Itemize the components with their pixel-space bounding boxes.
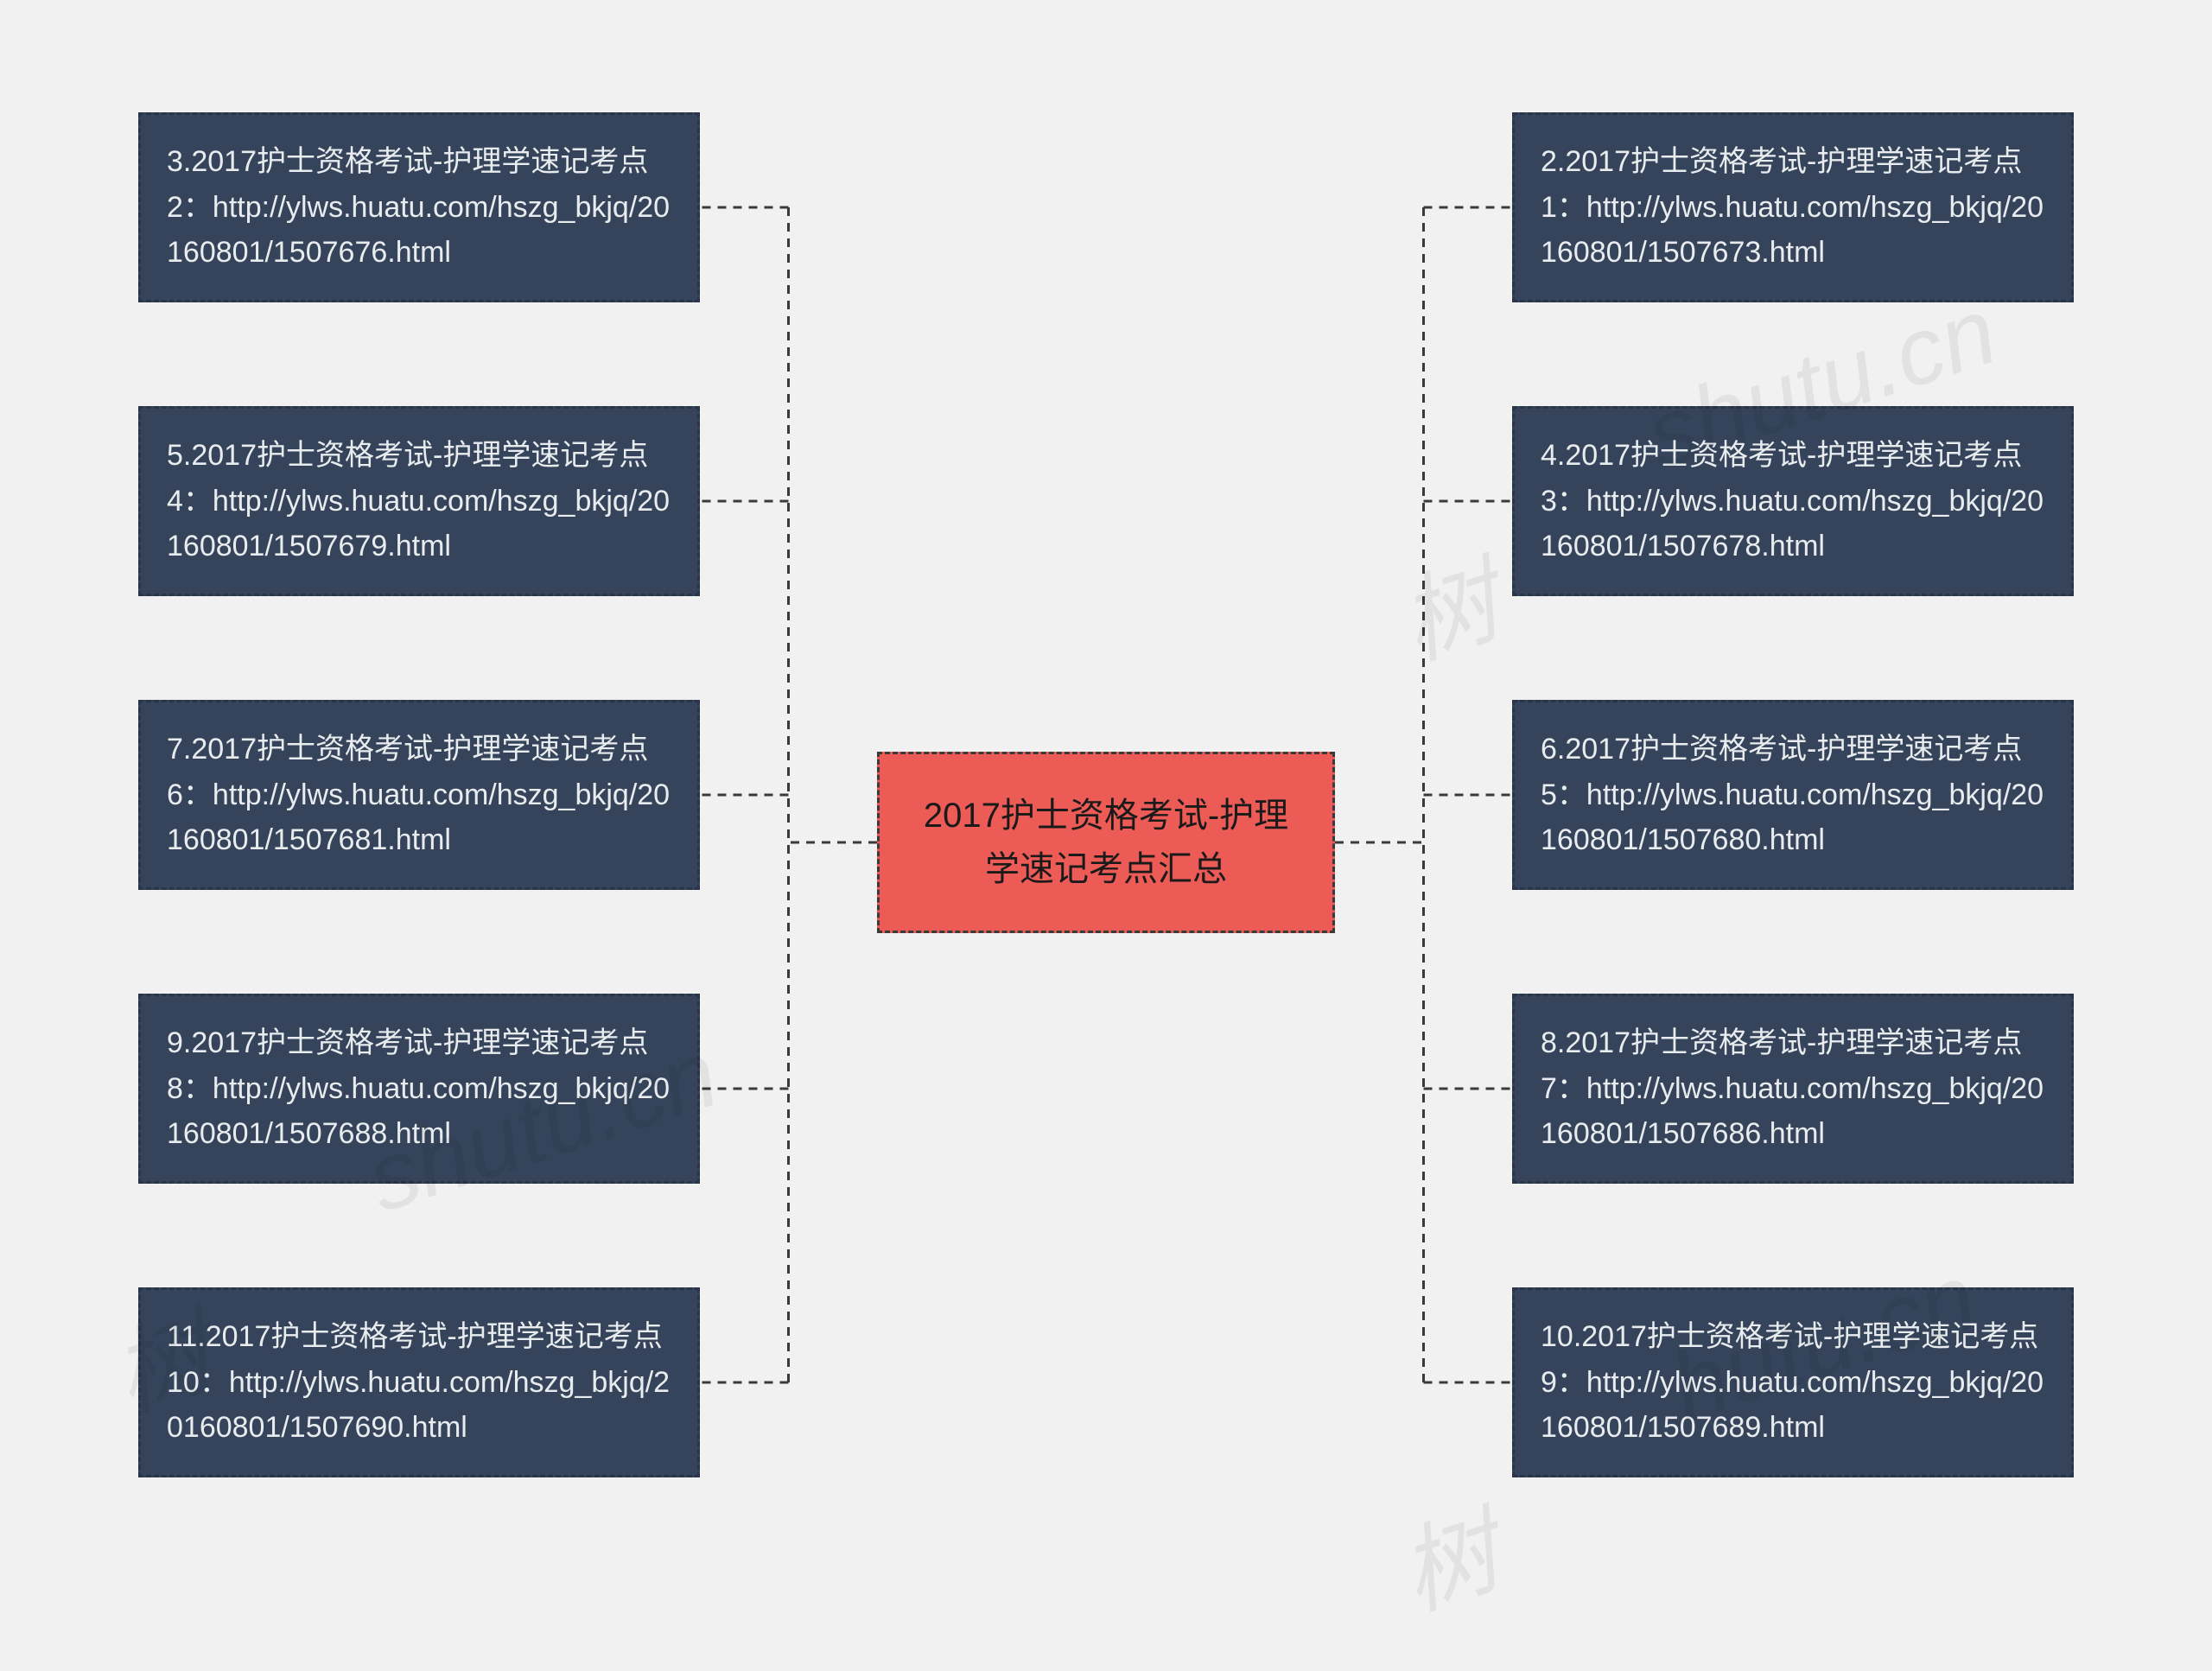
leaf-right-4: 10.2017护士资格考试-护理学速记考点9：http://ylws.huatu…: [1512, 1287, 2074, 1477]
leaf-right-3: 8.2017护士资格考试-护理学速记考点7：http://ylws.huatu.…: [1512, 994, 2074, 1184]
watermark: 树: [1381, 524, 1514, 685]
leaf-left-4: 11.2017护士资格考试-护理学速记考点10：http://ylws.huat…: [138, 1287, 700, 1477]
mindmap-canvas: 2017护士资格考试-护理学速记考点汇总 3.2017护士资格考试-护理学速记考…: [0, 0, 2212, 1671]
leaf-left-2: 7.2017护士资格考试-护理学速记考点6：http://ylws.huatu.…: [138, 700, 700, 890]
leaf-left-1: 5.2017护士资格考试-护理学速记考点4：http://ylws.huatu.…: [138, 406, 700, 596]
center-node: 2017护士资格考试-护理学速记考点汇总: [877, 752, 1335, 933]
watermark: 树: [1381, 1475, 1514, 1636]
leaf-left-3: 9.2017护士资格考试-护理学速记考点8：http://ylws.huatu.…: [138, 994, 700, 1184]
leaf-right-2: 6.2017护士资格考试-护理学速记考点5：http://ylws.huatu.…: [1512, 700, 2074, 890]
leaf-right-1: 4.2017护士资格考试-护理学速记考点3：http://ylws.huatu.…: [1512, 406, 2074, 596]
leaf-left-0: 3.2017护士资格考试-护理学速记考点2：http://ylws.huatu.…: [138, 112, 700, 302]
leaf-right-0: 2.2017护士资格考试-护理学速记考点1：http://ylws.huatu.…: [1512, 112, 2074, 302]
